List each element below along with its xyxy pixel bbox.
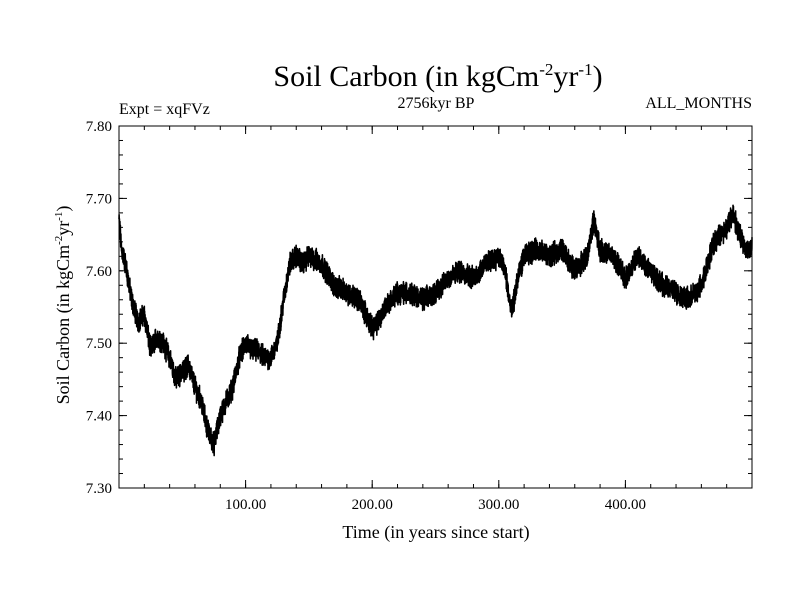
subtitle-experiment: Expt = xqFVz (119, 101, 210, 118)
y-tick-label: 7.30 (86, 481, 112, 497)
y-tick-label: 7.50 (86, 336, 112, 352)
subtitle-period: 2756kyr BP (398, 95, 475, 112)
y-tick-label: 7.60 (86, 264, 112, 280)
x-tick-label: 100.00 (225, 497, 266, 513)
y-tick-label: 7.80 (86, 119, 112, 135)
x-axis-label: Time (in years since start) (342, 522, 529, 543)
y-axis-label: Soil Carbon (in kgCm-2yr-1) (53, 206, 74, 405)
y-tick-label: 7.70 (86, 191, 112, 207)
subtitle-months: ALL_MONTHS (645, 95, 752, 112)
series-line-soil_carbon (118, 204, 753, 457)
tick-layer: 7.30 7.40 7.50 7.60 7.70 7.80 100.00 200.00 300.… (86, 119, 752, 513)
plot-frame (118, 125, 753, 489)
chart-title: Soil Carbon (in kgCm-2yr-1) (273, 60, 602, 93)
x-tick-label: 400.00 (605, 497, 646, 513)
series-layer (118, 204, 753, 457)
x-tick-label: 200.00 (352, 497, 393, 513)
y-tick-label: 7.40 (86, 409, 112, 425)
x-tick-label: 300.00 (478, 497, 519, 513)
